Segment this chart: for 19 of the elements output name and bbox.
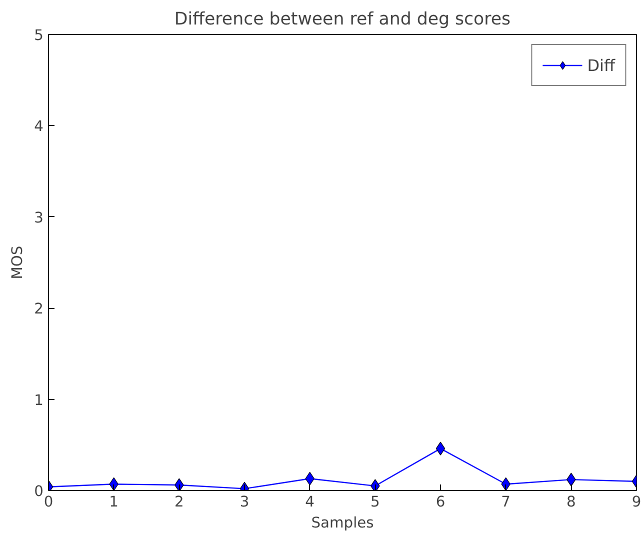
x-axis-title: Samples — [311, 514, 374, 532]
y-tick-label: 3 — [34, 209, 44, 226]
legend-label: Diff — [587, 56, 615, 74]
x-tick-label: 5 — [370, 494, 380, 510]
x-tick-label: 9 — [632, 494, 642, 510]
x-tick-label: 8 — [566, 494, 576, 510]
x-tick-label: 6 — [436, 494, 446, 510]
y-tick-label: 4 — [34, 118, 44, 136]
y-axis-title: MOS — [9, 246, 26, 280]
x-tick-label: 3 — [240, 494, 250, 510]
y-tick-label: 5 — [34, 27, 44, 44]
x-tick-label: 7 — [501, 494, 510, 510]
y-tick-label: 0 — [34, 483, 44, 500]
x-tick-label: 4 — [305, 494, 314, 510]
y-tick-label: 2 — [34, 300, 44, 318]
chart-title: Difference between ref and deg scores — [174, 10, 511, 30]
y-tick-label: 1 — [34, 392, 44, 409]
x-tick-label: 1 — [109, 494, 118, 510]
x-tick-label: 2 — [174, 494, 184, 510]
